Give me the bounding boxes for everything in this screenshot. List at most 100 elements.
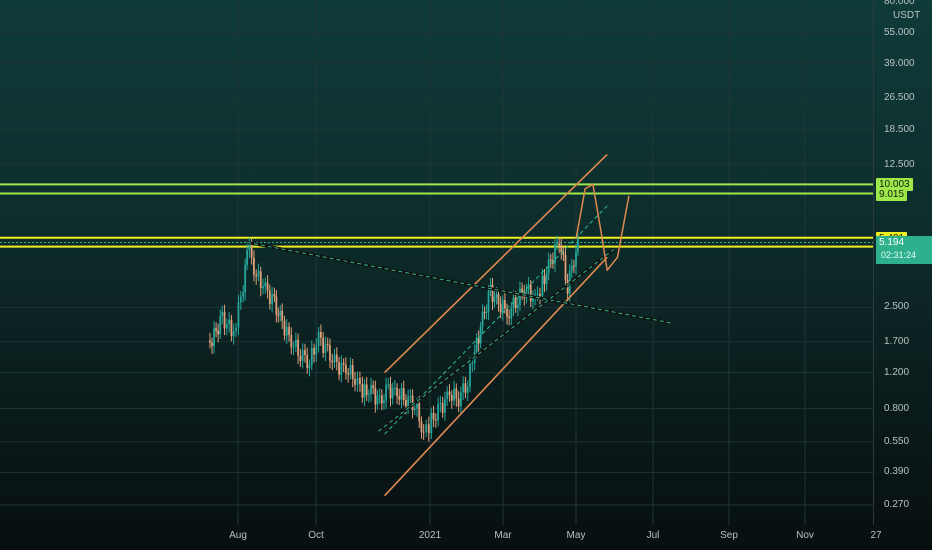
candle-body	[383, 400, 385, 404]
candle-body	[246, 250, 248, 265]
candle-body	[519, 288, 521, 305]
price-axis[interactable]: 80.000 55.000 39.000 26.500 18.500 12.500 2.50…	[873, 0, 932, 525]
candle-body	[516, 304, 519, 308]
price-tick-label: 2.500	[884, 301, 910, 313]
candle-body	[430, 413, 433, 434]
candle-body	[455, 388, 458, 399]
candle-body	[228, 319, 231, 325]
candle-body	[434, 419, 437, 421]
candle-body	[244, 264, 247, 293]
candle-body	[340, 362, 343, 375]
candle-body	[248, 244, 251, 251]
candle-body	[315, 345, 318, 355]
candle-body	[525, 288, 528, 298]
candle-body	[573, 265, 575, 267]
candle-body	[322, 337, 325, 353]
candle-body	[514, 297, 517, 308]
time-tick-label: May	[566, 530, 586, 541]
candle-body	[444, 399, 446, 413]
candle-body	[560, 245, 563, 253]
candle-body	[239, 296, 242, 303]
candle-body	[213, 328, 215, 347]
candle-body	[215, 328, 217, 331]
candle-body	[271, 294, 274, 305]
candle-body	[562, 252, 565, 256]
candle-body	[459, 392, 462, 406]
candle-body	[409, 395, 412, 397]
price-tick-label: 0.270	[884, 499, 910, 510]
candle-body	[268, 290, 271, 305]
candle-body	[275, 296, 278, 315]
candle-body	[338, 362, 340, 375]
candle-body	[223, 311, 226, 329]
price-tick-label: 1.200	[884, 366, 910, 378]
candle-body	[299, 355, 302, 361]
candle-body	[387, 384, 390, 386]
candle-body	[398, 396, 401, 400]
candle-body	[577, 238, 579, 252]
candle-body	[558, 243, 561, 246]
candle-body	[354, 378, 356, 385]
candle-body	[313, 348, 315, 355]
candle-body	[326, 343, 329, 346]
time-tick-label: Jul	[646, 530, 660, 541]
candle-body	[400, 388, 403, 400]
candle-body	[273, 294, 276, 297]
time-tick-label: 2021	[418, 530, 442, 541]
price-tick-label: 0.550	[884, 435, 910, 447]
price-unit-label: USDT	[893, 10, 921, 21]
candle-body	[225, 324, 228, 329]
candle-body	[308, 365, 311, 368]
candle-body	[564, 255, 567, 281]
candle-body	[290, 334, 293, 348]
candle-body	[292, 346, 295, 348]
candle-body	[232, 331, 235, 337]
time-tick-label: Oct	[308, 530, 324, 541]
price-tick-label: 18.500	[884, 123, 915, 135]
candle-body	[376, 395, 379, 405]
candle-body	[306, 354, 309, 368]
candle-body	[349, 365, 352, 375]
candle-body	[331, 360, 334, 363]
candle-body	[491, 284, 494, 302]
candle-body	[439, 402, 442, 405]
price-tick-label: 80.000	[884, 0, 915, 7]
channel-lower-line[interactable]	[384, 256, 608, 497]
candle-body	[469, 364, 471, 387]
candle-body	[342, 362, 345, 365]
price-tick-label: 0.390	[884, 466, 910, 478]
time-tick-label: Mar	[494, 530, 512, 541]
candle-body	[380, 395, 383, 404]
candle-body	[370, 385, 372, 395]
channel-upper-line[interactable]	[384, 153, 608, 374]
price-tick-label: 39.000	[884, 57, 915, 69]
projected-path[interactable]	[575, 183, 630, 271]
price-chart-canvas[interactable]	[0, 0, 873, 550]
candle-body	[324, 343, 327, 353]
candle-body	[471, 363, 474, 365]
candle-body	[422, 431, 425, 433]
candle-body	[413, 408, 416, 411]
candle-body	[457, 398, 460, 406]
descending-trendline-dash[interactable]	[247, 241, 671, 324]
price-tick-label: 0.800	[884, 402, 910, 414]
candle-body	[363, 384, 366, 398]
candle-body	[374, 388, 377, 405]
candle-body	[407, 396, 410, 407]
candle-body	[221, 311, 224, 317]
price-tick-label: 12.500	[884, 158, 915, 170]
candle-body	[264, 282, 267, 287]
price-tick-label: 1.700	[884, 335, 910, 347]
candle-body	[279, 310, 282, 316]
current-price-tag: 5.194 02:31:24	[876, 236, 932, 264]
current-price-value: 5.194	[879, 237, 905, 248]
candle-body	[506, 308, 508, 317]
candle-body	[396, 387, 398, 397]
candle-body	[259, 271, 262, 289]
candle-body	[356, 378, 359, 385]
support-trendline-dash[interactable]	[378, 249, 615, 432]
candle-body	[294, 339, 297, 347]
candle-body	[446, 391, 449, 400]
candle-body	[277, 314, 280, 316]
